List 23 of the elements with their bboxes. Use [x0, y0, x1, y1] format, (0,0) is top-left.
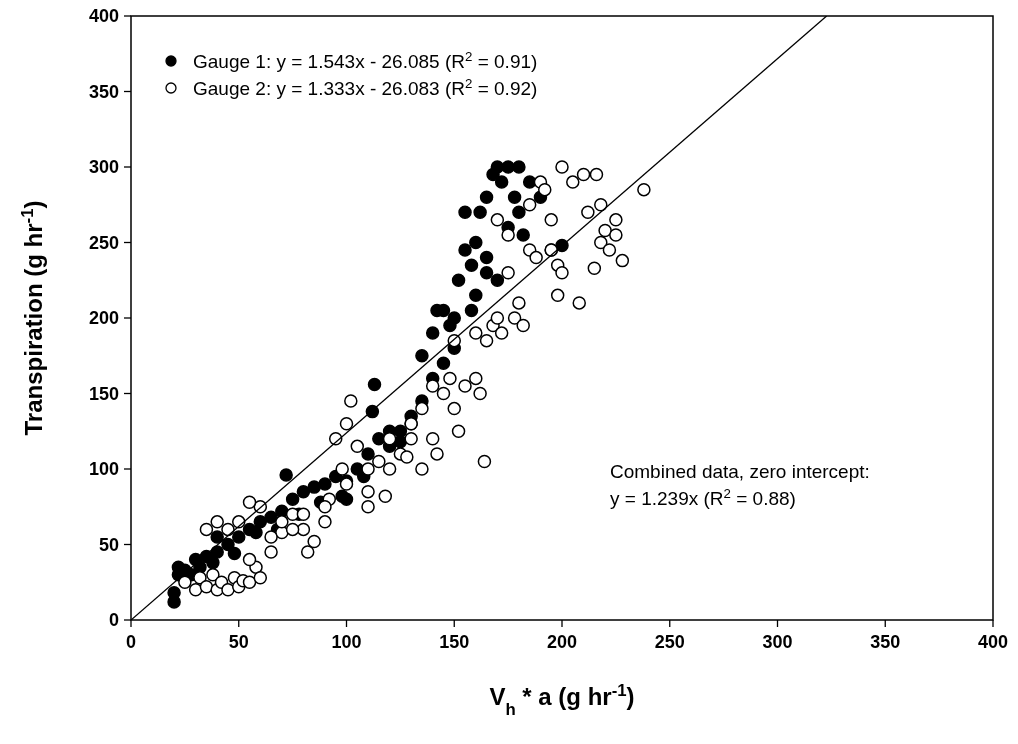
- y-tick-label: 350: [88, 81, 119, 102]
- x-tick-label: 200: [546, 632, 578, 652]
- x-tick-label: 0: [125, 632, 137, 652]
- y-tick-label: 250: [88, 232, 119, 253]
- y-tick-label: 100: [88, 459, 119, 479]
- y-tick-label: 200: [88, 308, 119, 328]
- y-tick-label: 50: [98, 534, 119, 555]
- legend-label: Gauge 1: y = 1.543x - 26.085 (R$^{2}$ = 0.91): [193, 48, 538, 72]
- x-tick-label: 50: [228, 632, 249, 652]
- y-tick-label: 150: [88, 383, 119, 404]
- legend-label: Gauge 2: y = 1.333x - 26.083 (R$^{2}$ = 0.92): [193, 75, 538, 99]
- x-axis-title: V$_{h}$ * a (g hr$^{-1}$): [489, 680, 635, 719]
- annotation: y = 1.239x (R$^{2}$ = 0.88): [610, 485, 796, 509]
- y-tick-label: 400: [88, 6, 119, 26]
- x-tick-label: 300: [762, 632, 793, 652]
- x-tick-label: 400: [977, 632, 1009, 652]
- x-tick-label: 350: [870, 632, 901, 652]
- x-tick-label: 100: [331, 632, 362, 652]
- annotation: Combined data, zero intercept:: [610, 461, 870, 482]
- y-tick-label: 0: [108, 610, 119, 630]
- x-tick-label: 250: [654, 632, 685, 652]
- y-tick-label: 300: [88, 157, 119, 177]
- x-tick-label: 150: [439, 632, 470, 652]
